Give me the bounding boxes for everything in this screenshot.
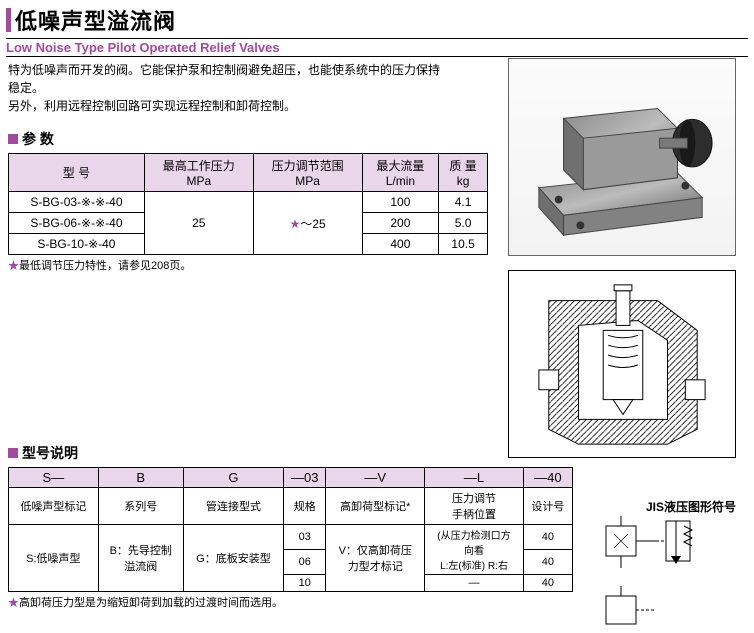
table-cell: 25 [144,192,253,255]
table-cell: 400 [362,234,439,255]
product-photo [508,58,736,256]
params-table: 型 号 最高工作压力 MPa 压力调节范围 MPa 最大流量 L/min 质 量… [8,153,488,255]
table-cell: V：仅高卸荷压 力型才标记 [326,525,425,592]
th-adj: 压力调节范围 MPa [253,154,362,192]
table-cell: ★～25 [253,192,362,255]
th-mass: 质 量 kg [439,154,488,192]
table-cell: 200 [362,213,439,234]
accent-bar [6,8,11,32]
th-flow: 最大流量 L/min [362,154,439,192]
table-cell: S:低噪声型 [9,525,99,592]
cross-section-diagram [508,270,736,458]
table-cell: — [425,575,524,592]
table-cell: S-BG-06-※-※-40 [9,213,145,234]
table-cell: B：先导控制 溢流阀 [98,525,183,592]
label-cell: 系列号 [98,488,183,525]
jis-label: JIS液压图形符号 [646,498,736,515]
page-subtitle: Low Noise Type Pilot Operated Relief Val… [6,40,280,55]
section-bullet-icon [8,134,18,144]
description-line-1: 特为低噪声而开发的阀。它能保护泵和控制阀避免超压，也能使系统中的压力保持稳定。 [8,61,448,97]
table-cell: 40 [523,525,572,550]
table-cell: 10 [284,575,326,592]
label-cell: 高卸荷型标记* [326,488,425,525]
label-cell: 低噪声型标记 [9,488,99,525]
table-cell: 4.1 [439,192,488,213]
code-hdr: —L [425,468,524,488]
label-cell: 规格 [284,488,326,525]
table-cell: 03 [284,525,326,550]
table-cell: 06 [284,550,326,575]
label-cell: 压力调节 手柄位置 [425,488,524,525]
table-cell: S-BG-10-※-40 [9,234,145,255]
code-hdr: —V [326,468,425,488]
model-code-table: S— B G —03 —V —L —40 低噪声型标记 系列号 管连接型式 规格… [8,467,573,592]
page-title: 低噪声型溢流阀 [15,4,176,36]
table-cell: 5.0 [439,213,488,234]
section-bullet-icon [8,448,18,458]
label-cell: 管连接型式 [183,488,283,525]
jis-symbol-diagram [596,516,736,626]
table-cell: G：底板安装型 [183,525,283,592]
code-hdr: B [98,468,183,488]
section-header-model: 型号说明 [22,443,78,463]
code-hdr: G [183,468,283,488]
table-cell: 100 [362,192,439,213]
table-cell: (从压力检测口方 向看 L:左(标准) R:右 [425,525,524,575]
code-hdr: S— [9,468,99,488]
table-cell: S-BG-03-※-※-40 [9,192,145,213]
section-header-params: 参 数 [22,129,54,149]
th-model: 型 号 [9,154,145,192]
th-maxp: 最高工作压力 MPa [144,154,253,192]
code-hdr: —40 [523,468,572,488]
code-hdr: —03 [284,468,326,488]
label-cell: 设计号 [523,488,572,525]
description-line-2: 另外，利用远程控制回路可实现远程控制和卸荷控制。 [8,97,448,115]
table-cell: 10.5 [439,234,488,255]
table-cell: 40 [523,550,572,575]
table-cell: 40 [523,575,572,592]
